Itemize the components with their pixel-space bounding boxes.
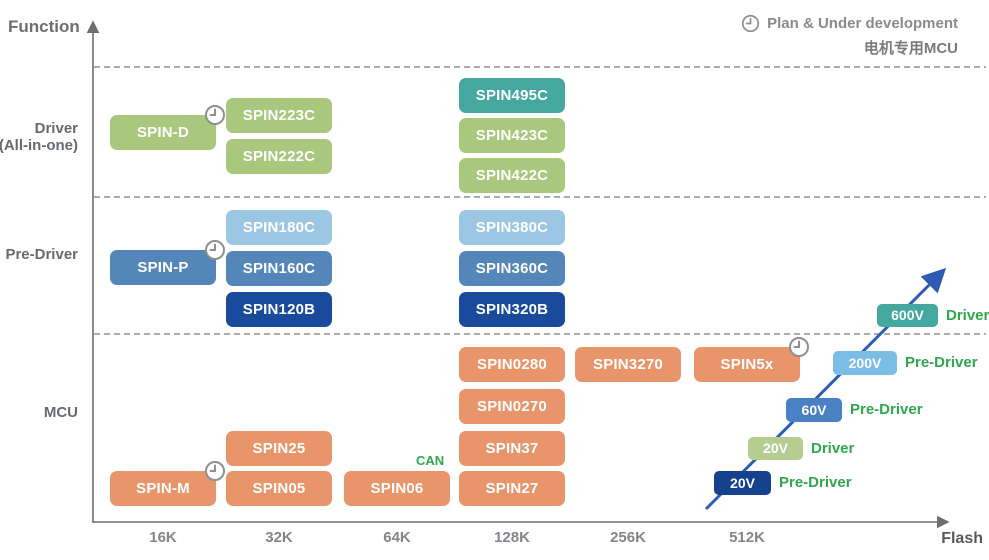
product-box-SPIN3270: SPIN3270 xyxy=(575,347,681,382)
clock-icon xyxy=(788,336,810,358)
product-box-SPIN0270: SPIN0270 xyxy=(459,389,565,424)
row-label-mcu: MCU xyxy=(43,404,78,421)
product-box-SPIN160C: SPIN160C xyxy=(226,251,332,286)
product-box-SPIN320B: SPIN320B xyxy=(459,292,565,327)
legend-subtitle: 电机专用MCU xyxy=(863,40,958,57)
voltage-chip-20V-driver: 20V xyxy=(748,437,803,460)
product-box-SPIN-P: SPIN-P xyxy=(110,240,225,285)
product-box-SPIN5x: SPIN5x xyxy=(694,337,809,382)
voltage-type-label-20V: Driver xyxy=(811,440,855,457)
product-box-SPIN25: SPIN25 xyxy=(226,431,332,466)
product-box-SPIN223C: SPIN223C xyxy=(226,98,332,133)
product-box-SPIN222C: SPIN222C xyxy=(226,139,332,174)
product-box-SPIN-D: SPIN-D xyxy=(110,105,225,150)
voltage-chip-200V-pre-driver: 200V xyxy=(833,351,897,375)
product-box-SPIN37: SPIN37 xyxy=(459,431,565,466)
voltage-type-label-200V: Pre-Driver xyxy=(905,354,978,371)
row-label-pre-driver: Pre-Driver xyxy=(5,246,78,263)
voltage-type-label-20V: Pre-Driver xyxy=(779,474,852,491)
voltage-chip-600V-driver: 600V xyxy=(877,304,938,327)
product-box-SPIN360C: SPIN360C xyxy=(459,251,565,286)
x-tick-64K: 64K xyxy=(383,529,411,546)
clock-icon xyxy=(741,14,760,33)
voltage-type-label-600V: Driver xyxy=(946,307,989,324)
product-box-SPIN05: SPIN05 xyxy=(226,471,332,506)
product-box-SPIN422C: SPIN422C xyxy=(459,158,565,193)
x-axis-title: Flash xyxy=(941,530,983,547)
x-tick-32K: 32K xyxy=(265,529,293,546)
x-tick-128K: 128K xyxy=(494,529,530,546)
product-box-SPIN423C: SPIN423C xyxy=(459,118,565,153)
product-box-SPIN495C: SPIN495C xyxy=(459,78,565,113)
legend: Plan & Under development 电机专用MCU xyxy=(741,14,958,58)
x-tick-16K: 16K xyxy=(149,529,177,546)
clock-icon xyxy=(204,239,226,261)
x-tick-256K: 256K xyxy=(610,529,646,546)
clock-icon xyxy=(204,104,226,126)
product-box-SPIN27: SPIN27 xyxy=(459,471,565,506)
row-label-driver-line2: (All-in-one) xyxy=(0,137,78,154)
row-label-driver: Driver (All-in-one) xyxy=(0,120,78,154)
row-label-driver-line1: Driver xyxy=(34,120,78,137)
product-box-SPIN0280: SPIN0280 xyxy=(459,347,565,382)
clock-icon xyxy=(204,460,226,482)
voltage-chip-60V-pre-driver: 60V xyxy=(786,398,842,422)
product-box-SPIN120B: SPIN120B xyxy=(226,292,332,327)
product-box-SPIN-M: SPIN-M xyxy=(110,461,225,506)
x-tick-512K: 512K xyxy=(729,529,765,546)
voltage-type-label-60V: Pre-Driver xyxy=(850,401,923,418)
can-label: CAN xyxy=(416,453,445,468)
product-box-SPIN180C: SPIN180C xyxy=(226,210,332,245)
legend-plan-label: Plan & Under development xyxy=(767,15,958,32)
voltage-chip-20V-pre-driver: 20V xyxy=(714,471,771,495)
y-axis-title: Function xyxy=(8,17,80,36)
product-box-SPIN06: SPIN06 xyxy=(344,471,450,506)
product-box-SPIN380C: SPIN380C xyxy=(459,210,565,245)
